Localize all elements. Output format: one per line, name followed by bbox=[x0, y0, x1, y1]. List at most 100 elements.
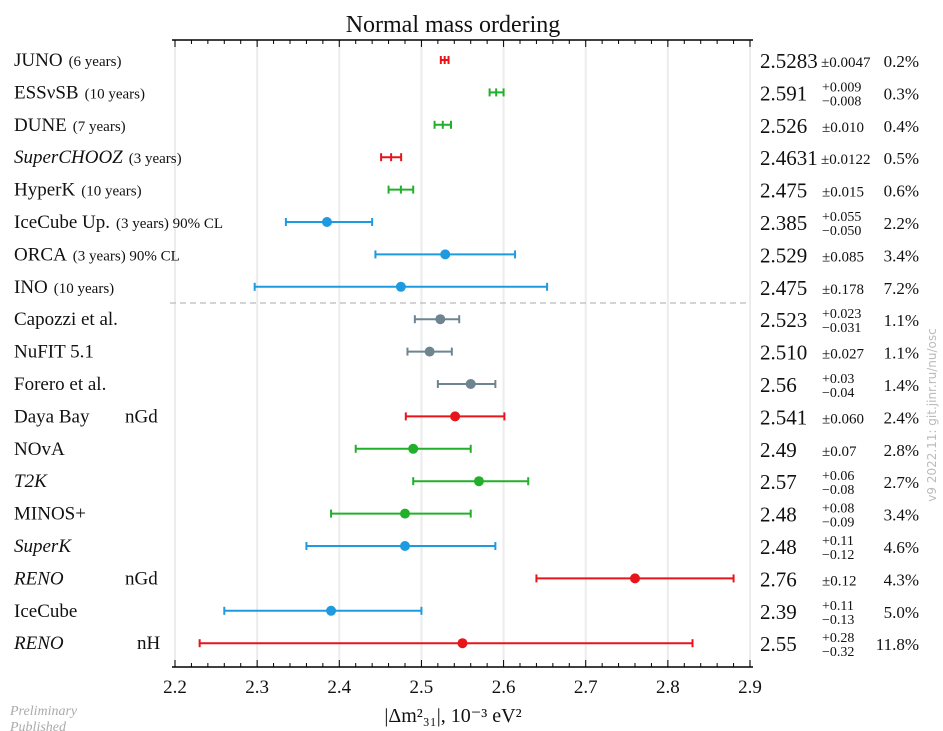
data-point bbox=[435, 314, 446, 325]
data-point bbox=[326, 605, 337, 616]
row-detail: (6 years) bbox=[69, 54, 122, 70]
row-name: NuFIT 5.1 bbox=[14, 342, 94, 363]
data-point bbox=[630, 573, 640, 584]
row-error: ±0.060 bbox=[822, 411, 864, 427]
x-tick-label: 2.8 bbox=[656, 677, 680, 698]
row-label: IceCube Up. (3 years) 90% CL bbox=[14, 212, 223, 233]
row-name: JUNO bbox=[14, 50, 63, 71]
data-point bbox=[424, 346, 435, 357]
row-detail: (10 years) bbox=[54, 281, 114, 297]
data-point bbox=[400, 508, 410, 519]
row-name: SuperCHOOZ bbox=[14, 147, 123, 168]
row-label: INO (10 years) bbox=[14, 277, 114, 298]
row-label: NuFIT 5.1 bbox=[14, 342, 94, 363]
row-label: RENO bbox=[13, 568, 64, 589]
row-error: ±0.07 bbox=[822, 444, 857, 460]
row-value: 2.475 bbox=[760, 276, 807, 300]
data-row: ESSνSB (10 years) 2.591 +0.009−0.008 0.3% bbox=[14, 80, 919, 109]
row-note: nGd bbox=[125, 568, 158, 589]
row-value: 2.57 bbox=[760, 470, 797, 494]
row-percent: 0.3% bbox=[884, 84, 919, 103]
row-percent: 0.2% bbox=[884, 52, 919, 71]
row-percent: 1.1% bbox=[884, 344, 919, 363]
row-error-plus: +0.08 bbox=[822, 502, 854, 517]
data-row: T2K 2.57 +0.06−0.08 2.7% bbox=[14, 469, 919, 498]
row-percent: 2.2% bbox=[884, 214, 919, 233]
row-error: ±0.010 bbox=[822, 120, 864, 136]
row-detail: (10 years) bbox=[81, 184, 141, 200]
data-point bbox=[465, 379, 476, 389]
row-detail: (3 years) 90% CL bbox=[116, 216, 223, 232]
row-percent: 1.4% bbox=[884, 376, 919, 395]
data-row: SuperCHOOZ (3 years) 2.4631 ±0.0122 0.5% bbox=[14, 146, 919, 170]
row-error-plus: +0.06 bbox=[822, 469, 854, 484]
row-label: DUNE (7 years) bbox=[14, 115, 126, 136]
row-name: SuperK bbox=[14, 536, 72, 557]
row-percent: 11.8% bbox=[876, 635, 919, 654]
row-label: IceCube bbox=[14, 601, 77, 622]
row-value: 2.541 bbox=[760, 405, 807, 429]
row-name: HyperK bbox=[14, 180, 75, 201]
row-error-plus: +0.009 bbox=[822, 80, 861, 95]
data-row: NOvA 2.49 ±0.07 2.8% bbox=[14, 438, 919, 462]
row-label: RENO bbox=[13, 633, 64, 654]
row-percent: 7.2% bbox=[884, 279, 919, 298]
row-value: 2.523 bbox=[760, 308, 807, 332]
row-detail: (7 years) bbox=[73, 119, 126, 135]
row-error-minus: −0.08 bbox=[822, 483, 854, 498]
row-percent: 2.8% bbox=[884, 441, 919, 460]
row-percent: 4.3% bbox=[884, 570, 919, 589]
row-label: T2K bbox=[14, 471, 48, 492]
row-percent: 5.0% bbox=[884, 603, 919, 622]
row-value: 2.526 bbox=[760, 114, 807, 138]
row-label: SuperK bbox=[14, 536, 72, 557]
data-point bbox=[450, 411, 461, 422]
row-name: Daya Bay bbox=[14, 406, 90, 427]
data-row: Daya Bay nGd 2.541 ±0.060 2.4% bbox=[14, 405, 919, 429]
row-percent: 2.4% bbox=[884, 408, 919, 427]
row-name: IceCube bbox=[14, 601, 77, 622]
x-tick-label: 2.2 bbox=[163, 677, 187, 698]
data-row: RENO nGd 2.76 ±0.12 4.3% bbox=[13, 567, 919, 591]
row-error-plus: +0.055 bbox=[822, 210, 861, 225]
row-error: ±0.12 bbox=[822, 573, 856, 589]
row-note: nGd bbox=[125, 406, 158, 427]
row-error-minus: −0.12 bbox=[822, 548, 854, 563]
data-row: SuperK 2.48 +0.11−0.12 4.6% bbox=[14, 534, 919, 563]
row-name: RENO bbox=[13, 633, 64, 654]
row-percent: 3.4% bbox=[884, 246, 919, 265]
row-name: T2K bbox=[14, 471, 48, 492]
x-tick-label: 2.5 bbox=[410, 677, 434, 698]
x-tick-label: 2.9 bbox=[738, 677, 762, 698]
row-percent: 2.7% bbox=[884, 473, 919, 492]
row-label: ESSνSB (10 years) bbox=[14, 82, 145, 103]
row-value: 2.475 bbox=[760, 179, 807, 203]
row-name: Forero et al. bbox=[14, 374, 106, 395]
row-value: 2.55 bbox=[760, 632, 797, 656]
data-row: RENO nH 2.55 +0.28−0.32 11.8% bbox=[13, 631, 919, 660]
row-value: 2.4631 bbox=[760, 146, 818, 170]
row-value: 2.510 bbox=[760, 341, 807, 365]
row-error-minus: −0.04 bbox=[822, 386, 854, 401]
row-error-plus: +0.03 bbox=[822, 372, 854, 387]
row-label: MINOS+ bbox=[14, 504, 86, 525]
row-value: 2.39 bbox=[760, 600, 797, 624]
data-point bbox=[457, 638, 468, 649]
row-name: MINOS+ bbox=[14, 504, 86, 525]
chart-title: Normal mass ordering bbox=[346, 12, 561, 38]
row-label: ORCA (3 years) 90% CL bbox=[14, 244, 180, 265]
row-error-plus: +0.28 bbox=[822, 631, 854, 646]
row-percent: 4.6% bbox=[884, 538, 919, 557]
row-error: ±0.015 bbox=[822, 185, 864, 201]
data-row: ORCA (3 years) 90% CL 2.529 ±0.085 3.4% bbox=[14, 243, 919, 267]
row-label: JUNO (6 years) bbox=[14, 50, 121, 71]
row-error-plus: +0.023 bbox=[822, 307, 861, 322]
row-percent: 1.1% bbox=[884, 311, 919, 330]
row-label: HyperK (10 years) bbox=[14, 180, 142, 201]
row-value: 2.48 bbox=[760, 535, 797, 559]
row-note: nH bbox=[137, 633, 161, 654]
footer-published: Published bbox=[9, 720, 67, 731]
data-row: INO (10 years) 2.475 ±0.178 7.2% bbox=[14, 276, 919, 300]
row-error: ±0.027 bbox=[822, 347, 864, 363]
